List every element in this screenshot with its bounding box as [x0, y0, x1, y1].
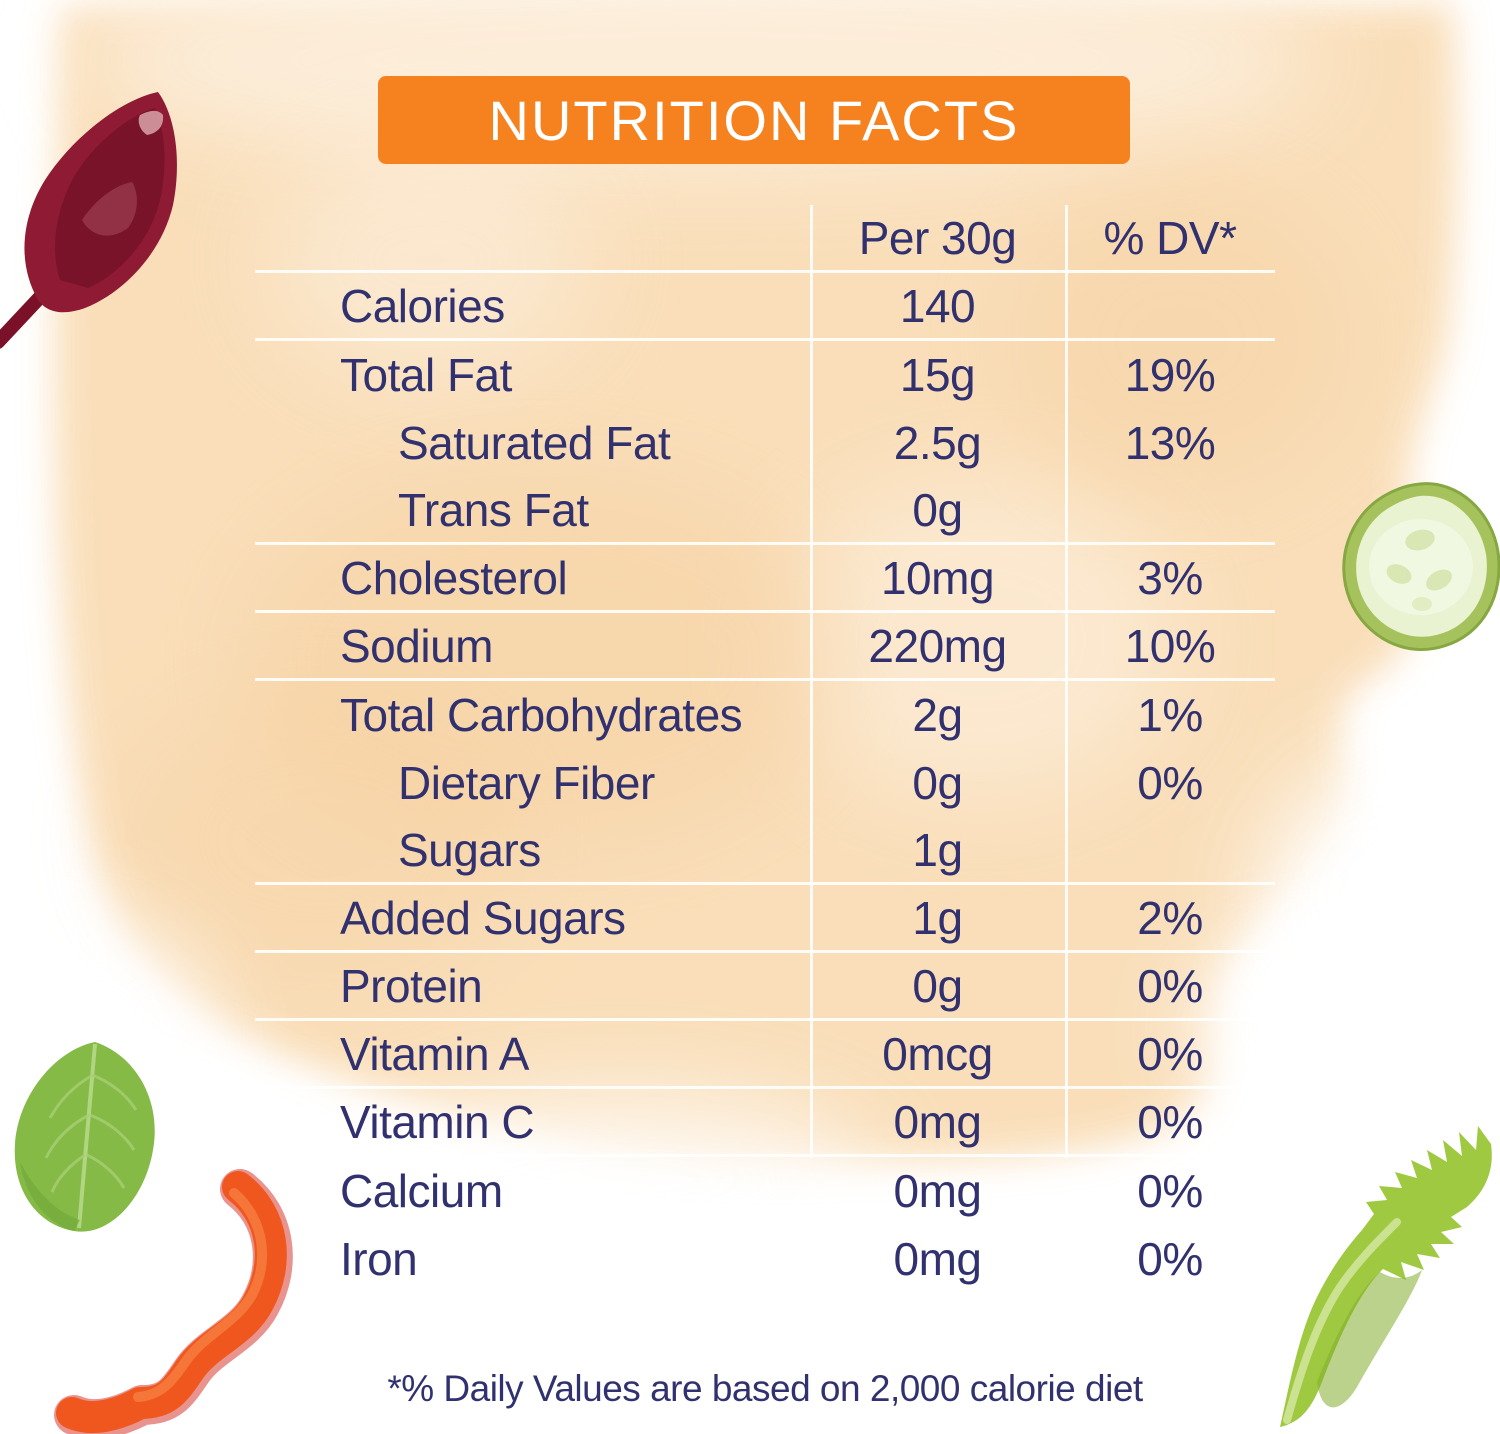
nutrient-label: Vitamin A — [340, 1027, 529, 1080]
table-row: Vitamin A 0mcg 0% — [255, 1021, 1275, 1089]
nutrient-amount: 0g — [912, 959, 963, 1012]
table-header-row: Per 30g % DV* — [255, 205, 1275, 273]
nutrient-amount: 2g — [912, 689, 963, 741]
nutrient-amount: 0g — [912, 483, 963, 536]
table-rows: Calories 140 Total Fat 15g 19% Saturated Fat 2… — [255, 273, 1275, 1293]
nutrient-amount: 15g — [899, 349, 976, 401]
nutrient-label: Iron — [340, 1233, 418, 1285]
table-row: Cholesterol 10mg 3% — [255, 545, 1275, 613]
nutrient-label: Vitamin C — [340, 1095, 535, 1148]
nutrient-label: Trans Fat — [398, 483, 589, 536]
cucumber-slice-image — [1342, 482, 1500, 651]
table-row: Total Carbohydrates 2g 1% — [255, 681, 1275, 749]
nutrient-label: Calories — [340, 279, 505, 332]
beet-leaf-image — [0, 92, 177, 349]
table-row: Sodium 220mg 10% — [255, 613, 1275, 681]
nutrient-label: Total Carbohydrates — [340, 689, 743, 741]
nutrient-dv: 1% — [1137, 689, 1203, 741]
nutrient-dv: 13% — [1124, 417, 1216, 469]
nutrient-amount: 0mg — [893, 1095, 982, 1148]
table-row: Calcium 0mg 0% — [255, 1157, 1275, 1225]
nutrient-amount: 1g — [912, 823, 963, 876]
nutrient-label: Added Sugars — [340, 891, 626, 944]
nutrient-amount: 2.5g — [893, 417, 982, 469]
pepper-slice-image — [54, 1169, 293, 1434]
nutrient-amount: 220mg — [868, 619, 1007, 672]
nutrient-dv: 0% — [1137, 1027, 1203, 1080]
daily-value-footnote: *% Daily Values are based on 2,000 calor… — [387, 1368, 1143, 1409]
table-row: Sugars 1g — [255, 817, 1275, 885]
table-row: Added Sugars 1g 2% — [255, 885, 1275, 953]
column-divider-right — [1065, 205, 1068, 1158]
nutrient-dv: 19% — [1124, 349, 1216, 401]
nutrition-table: Per 30g % DV* Calories 140 Total Fat 15g 19%… — [255, 205, 1275, 1293]
nutrient-label: Total Fat — [340, 349, 512, 401]
table-row: Saturated Fat 2.5g 13% — [255, 409, 1275, 477]
nutrient-dv: 2% — [1137, 891, 1203, 944]
table-row: Calories 140 — [255, 273, 1275, 341]
dv-column-header: % DV* — [1103, 211, 1237, 264]
table-row: Protein 0g 0% — [255, 953, 1275, 1021]
table-row: Iron 0mg 0% — [255, 1225, 1275, 1293]
nutrient-dv: 10% — [1124, 619, 1216, 672]
nutrient-label: Dietary Fiber — [398, 757, 655, 809]
table-row: Total Fat 15g 19% — [255, 341, 1275, 409]
nutrient-label: Cholesterol — [340, 551, 568, 604]
column-divider-left — [810, 205, 813, 1158]
nutrient-dv: 3% — [1137, 551, 1203, 604]
basil-leaf-image — [14, 1042, 155, 1232]
nutrient-label: Saturated Fat — [398, 417, 671, 469]
nutrient-dv: 0% — [1137, 757, 1203, 809]
nutrient-label: Calcium — [340, 1165, 503, 1217]
nutrient-amount: 0mg — [893, 1233, 982, 1285]
nutrient-dv: 0% — [1137, 1095, 1203, 1148]
table-row: Vitamin C 0mg 0% — [255, 1089, 1275, 1157]
nutrient-amount: 0mcg — [882, 1027, 993, 1080]
nutrient-label: Sugars — [398, 823, 541, 876]
nutrient-label: Sodium — [340, 619, 493, 672]
amount-column-header: Per 30g — [858, 211, 1017, 264]
table-row: Dietary Fiber 0g 0% — [255, 749, 1275, 817]
nutrient-label: Protein — [340, 959, 483, 1012]
nutrient-amount: 0mg — [893, 1165, 982, 1217]
title-banner: NUTRITION FACTS — [378, 76, 1130, 164]
page-title: NUTRITION FACTS — [488, 88, 1020, 152]
lettuce-leaf-image — [1280, 1126, 1492, 1427]
nutrient-amount: 0g — [912, 757, 963, 809]
nutrient-dv: 0% — [1137, 1233, 1203, 1285]
table-row: Trans Fat 0g — [255, 477, 1275, 545]
nutrient-dv: 0% — [1137, 1165, 1203, 1217]
nutrient-amount: 1g — [912, 891, 963, 944]
nutrient-amount: 140 — [899, 279, 976, 332]
nutrient-dv: 0% — [1137, 959, 1203, 1012]
nutrient-amount: 10mg — [880, 551, 995, 604]
